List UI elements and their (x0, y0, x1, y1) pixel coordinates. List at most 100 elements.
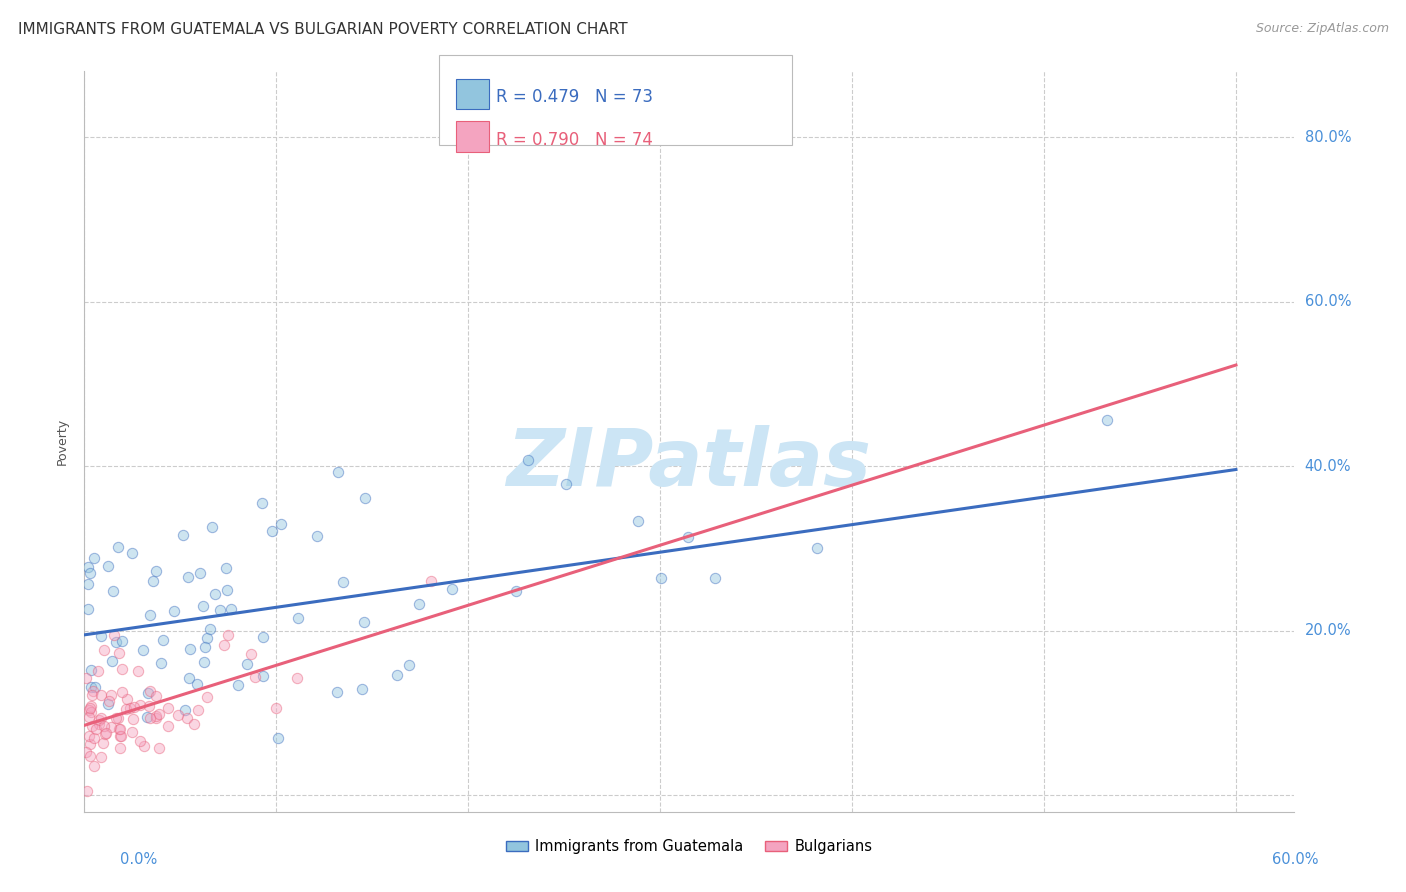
Text: ZIPatlas: ZIPatlas (506, 425, 872, 503)
Point (149, 656, 172, 670)
Point (77, 559, 100, 574)
Point (142, 574, 165, 588)
Point (80, 680, 103, 694)
Point (252, 669, 274, 683)
Point (219, 602, 242, 616)
Point (132, 643, 155, 657)
Point (101, 584, 124, 599)
Point (186, 677, 208, 691)
Point (195, 690, 218, 704)
Point (110, 729, 132, 743)
Point (105, 711, 128, 725)
Point (108, 741, 131, 756)
Point (145, 711, 167, 725)
Point (195, 632, 218, 646)
Point (163, 605, 186, 619)
Text: 40.0%: 40.0% (1305, 458, 1351, 474)
Point (122, 712, 145, 726)
Point (97, 697, 120, 711)
Point (120, 701, 142, 715)
Legend: Immigrants from Guatemala, Bulgarians: Immigrants from Guatemala, Bulgarians (501, 833, 877, 860)
Point (183, 717, 205, 731)
Point (83, 731, 105, 746)
Point (83, 759, 105, 773)
Point (148, 707, 170, 722)
Point (100, 688, 122, 702)
Point (75, 745, 97, 759)
Point (90, 750, 112, 764)
Point (326, 465, 349, 479)
Point (97, 694, 120, 708)
Point (516, 453, 538, 467)
Point (198, 623, 221, 637)
Point (385, 667, 408, 681)
Text: 0.0%: 0.0% (120, 852, 156, 867)
Point (122, 699, 145, 714)
Point (148, 740, 170, 755)
Text: 20.0%: 20.0% (1305, 624, 1351, 639)
Point (111, 662, 134, 676)
Point (676, 530, 699, 544)
Point (408, 597, 430, 611)
Point (172, 528, 194, 542)
Text: R = 0.479   N = 73: R = 0.479 N = 73 (496, 88, 654, 106)
Point (80, 688, 103, 702)
Point (505, 584, 527, 599)
Text: R = 0.790   N = 74: R = 0.790 N = 74 (496, 131, 654, 149)
Point (145, 689, 167, 703)
Point (121, 546, 143, 560)
Point (93, 642, 115, 657)
Point (87, 716, 110, 731)
Point (93, 727, 115, 741)
Point (354, 491, 377, 505)
Y-axis label: Poverty: Poverty (56, 418, 69, 465)
Point (555, 477, 578, 491)
Point (129, 698, 152, 712)
Point (138, 684, 160, 698)
Point (1095, 413, 1118, 427)
Point (145, 564, 167, 578)
Point (82, 683, 104, 698)
Point (287, 610, 309, 624)
Point (77, 710, 100, 724)
Point (87, 665, 110, 679)
Point (94, 725, 117, 739)
Point (252, 630, 274, 644)
Point (208, 603, 231, 617)
Text: 80.0%: 80.0% (1305, 129, 1351, 145)
Text: 60.0%: 60.0% (1305, 294, 1351, 310)
Point (157, 719, 180, 733)
Point (186, 703, 208, 717)
Text: 60.0%: 60.0% (1272, 852, 1319, 867)
Point (83, 551, 105, 566)
Point (132, 739, 155, 753)
Point (215, 560, 238, 574)
Point (398, 658, 420, 673)
Point (138, 698, 160, 713)
Point (80, 663, 103, 677)
Point (145, 708, 167, 723)
Point (75, 671, 97, 685)
Point (111, 633, 134, 648)
Point (236, 657, 259, 671)
Point (215, 583, 238, 598)
Point (188, 566, 211, 581)
Point (179, 642, 201, 657)
Point (173, 703, 195, 717)
Point (152, 632, 174, 647)
Point (267, 731, 290, 745)
Point (194, 640, 217, 655)
Point (79, 748, 101, 763)
Point (353, 615, 375, 630)
Point (105, 635, 128, 649)
Point (262, 524, 284, 538)
Point (90, 629, 112, 643)
Point (285, 672, 308, 686)
Point (91, 736, 114, 750)
Point (650, 571, 672, 585)
Point (250, 496, 273, 510)
Point (167, 708, 190, 723)
Point (79, 729, 101, 743)
Point (89, 688, 111, 702)
Point (84, 723, 107, 737)
